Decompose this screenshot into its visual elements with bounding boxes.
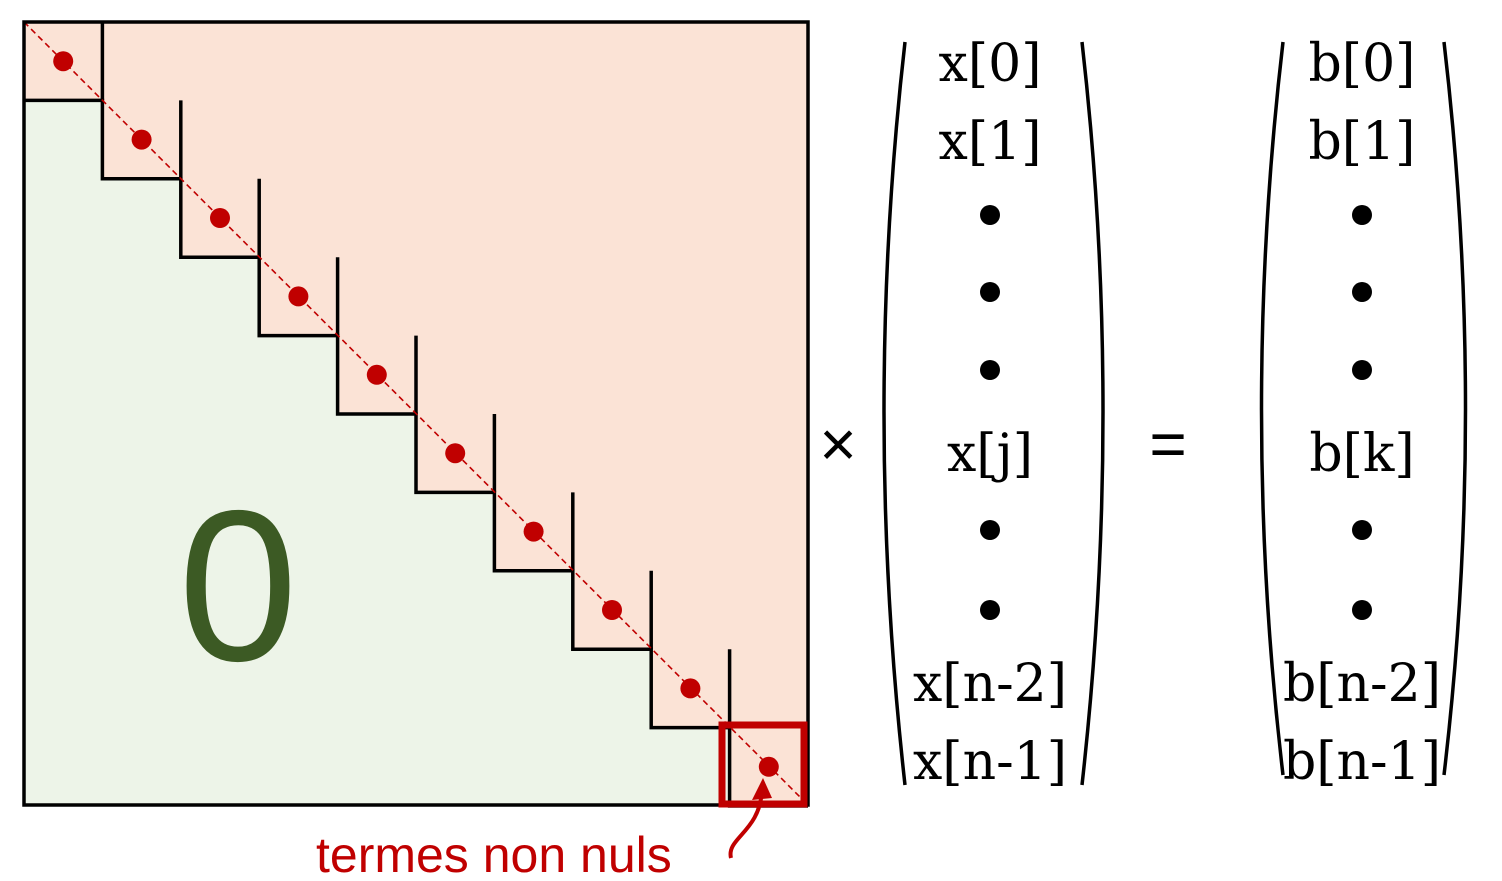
vector-x-ellipsis-dot	[980, 282, 1000, 302]
equals-operator: =	[1149, 408, 1186, 480]
vector-b-ellipsis-dot	[1352, 282, 1372, 302]
diagonal-terms	[53, 51, 779, 777]
vector-b-ellipsis-dot	[1352, 360, 1372, 380]
diagonal-term-dot	[680, 678, 701, 699]
block-staircase-outline	[24, 98, 808, 808]
vector-b-left-paren	[1259, 41, 1285, 776]
vector-x-entry: x[j]	[947, 424, 1033, 484]
diagonal-term-dot	[131, 129, 152, 150]
vector-x-entry: x[n-1]	[913, 732, 1067, 792]
vector-x-left-paren	[882, 41, 907, 786]
diagonal-term-dot	[602, 600, 622, 620]
diagonal-term-dot	[53, 51, 74, 72]
vector-b-ellipsis-dot	[1352, 520, 1372, 540]
vector-b-entry: b[k]	[1309, 424, 1414, 484]
vector-x-entry: x[n-2]	[913, 654, 1067, 714]
vector-x-ellipsis-dot	[980, 205, 1000, 225]
diagonal-term-dot	[366, 364, 387, 385]
vector-x-entries: x[0] x[1] x[j] x[n-2] x[n-1]	[913, 34, 1067, 792]
annotation-arrowhead	[752, 778, 772, 800]
vector-b-entry: b[0]	[1309, 34, 1416, 94]
upper-triangular-matrix: 0	[22, 20, 810, 808]
vector-x-right-paren	[1080, 41, 1105, 786]
vector-x-entry: x[1]	[939, 112, 1042, 172]
diagonal-term-dot	[523, 521, 544, 542]
diagonal-block-walls	[100, 22, 732, 728]
matrix-border	[22, 20, 810, 807]
vector-x-entry: x[0]	[939, 34, 1042, 94]
vector-x-ellipsis-dot	[980, 360, 1000, 380]
times-operator: ×	[819, 408, 856, 480]
vector-b-entries: b[0] b[1] b[k] b[n-2] b[n-1]	[1283, 34, 1441, 792]
nonzero-annotation: termes non nuls	[316, 778, 772, 881]
main-diagonal-line	[23, 21, 809, 806]
vector-b-entry: b[n-2]	[1283, 654, 1441, 714]
annotation-label: termes non nuls	[316, 827, 672, 881]
diagonal-term-dot	[758, 756, 779, 777]
vector-b-ellipsis-dot	[1352, 600, 1372, 620]
zero-label: 0	[178, 465, 298, 706]
vector-x-ellipsis-dot	[980, 600, 1000, 620]
diagonal-term-dot	[288, 286, 309, 307]
vector-b-ellipsis-dot	[1352, 205, 1372, 225]
vector-x: x[0] x[1] x[j] x[n-2] x[n-1]	[882, 34, 1105, 792]
highlighted-nonzero-block	[718, 721, 808, 808]
diagonal-term-dot	[445, 443, 466, 464]
diagonal-term-dot	[210, 208, 230, 228]
vector-b-entry: b[n-1]	[1283, 732, 1441, 792]
annotation-arrow	[728, 789, 764, 859]
vector-b-entry: b[1]	[1309, 112, 1416, 172]
vector-x-ellipsis-dot	[980, 520, 1000, 540]
vector-b-right-paren	[1442, 41, 1468, 776]
vector-b: b[0] b[1] b[k] b[n-2] b[n-1]	[1259, 34, 1468, 792]
